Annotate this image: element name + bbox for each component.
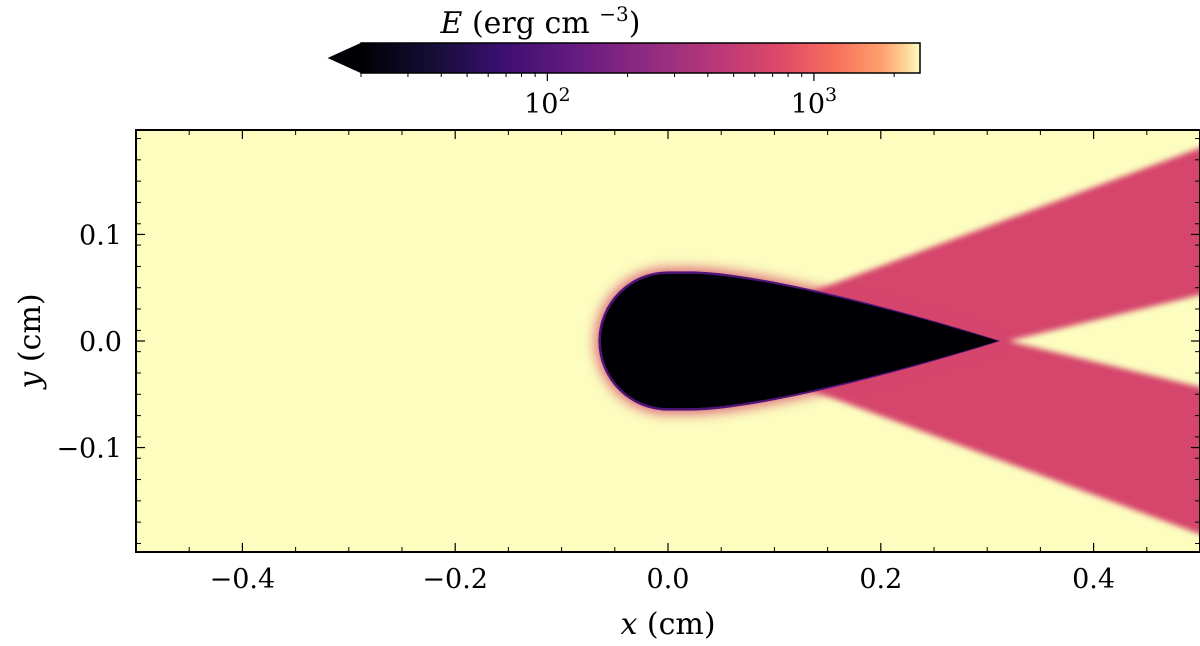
x-tick-label: −0.4 (210, 564, 276, 595)
colorbar-label: E (erg cm −3) (440, 2, 641, 41)
x-tick-label: −0.2 (422, 564, 488, 595)
x-tick-label: 0.4 (1072, 564, 1115, 595)
colorbar-tick-label: 102 (524, 84, 570, 120)
y-tick-label: 0.0 (79, 327, 122, 358)
x-tick-labels: −0.4 −0.2 0.0 0.2 0.4 (210, 564, 1115, 595)
y-axis-label: y (cm) (13, 293, 48, 390)
colorbar-tick-label: 103 (791, 84, 837, 120)
x-tick-label: 0.2 (859, 564, 902, 595)
heatmap-plot-area: −0.4 −0.2 0.0 0.2 0.4 0.1 0.0 −0.1 x (cm) y (c… (13, 129, 1200, 642)
colorbar-ticks: 102 103 (360, 73, 895, 120)
heatmap-shadow-region (600, 273, 998, 409)
x-tick-label: 0.0 (647, 564, 690, 595)
colorbar: 102 103 E (erg cm −3) (327, 2, 921, 120)
y-tick-labels: 0.1 0.0 −0.1 (56, 220, 122, 464)
y-tick-label: 0.1 (79, 220, 122, 251)
colorbar-gradient-bar (360, 42, 921, 74)
colorbar-extend-triangle (327, 42, 363, 74)
heatmap-inner-wedge-region (1008, 294, 1200, 388)
x-axis-label: x (cm) (620, 607, 715, 642)
axis-ticks (135, 130, 1200, 552)
y-tick-label: −0.1 (56, 434, 122, 465)
